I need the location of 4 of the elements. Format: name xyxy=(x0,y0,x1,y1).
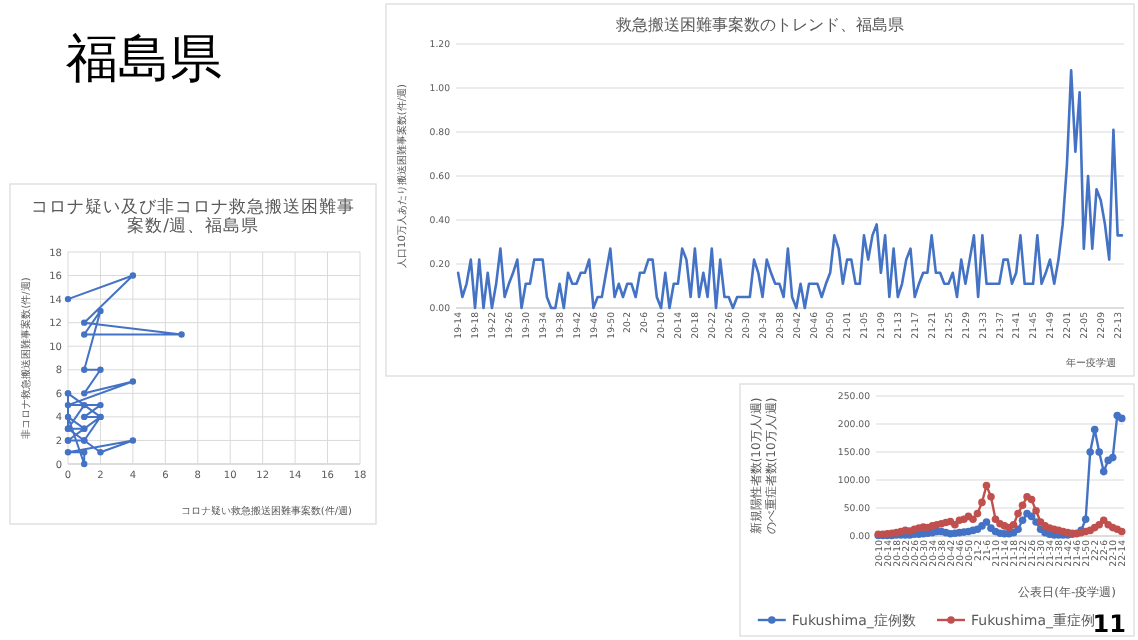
text: 福島県 xyxy=(66,30,222,90)
chart-title: 救急搬送困難事案数のトレンド、福島県 xyxy=(614,16,904,35)
chart-title: コロナ疑い及び非コロナ救急搬送困難事案数/週、福島県 xyxy=(31,195,355,238)
text: 11 xyxy=(1092,610,1126,638)
